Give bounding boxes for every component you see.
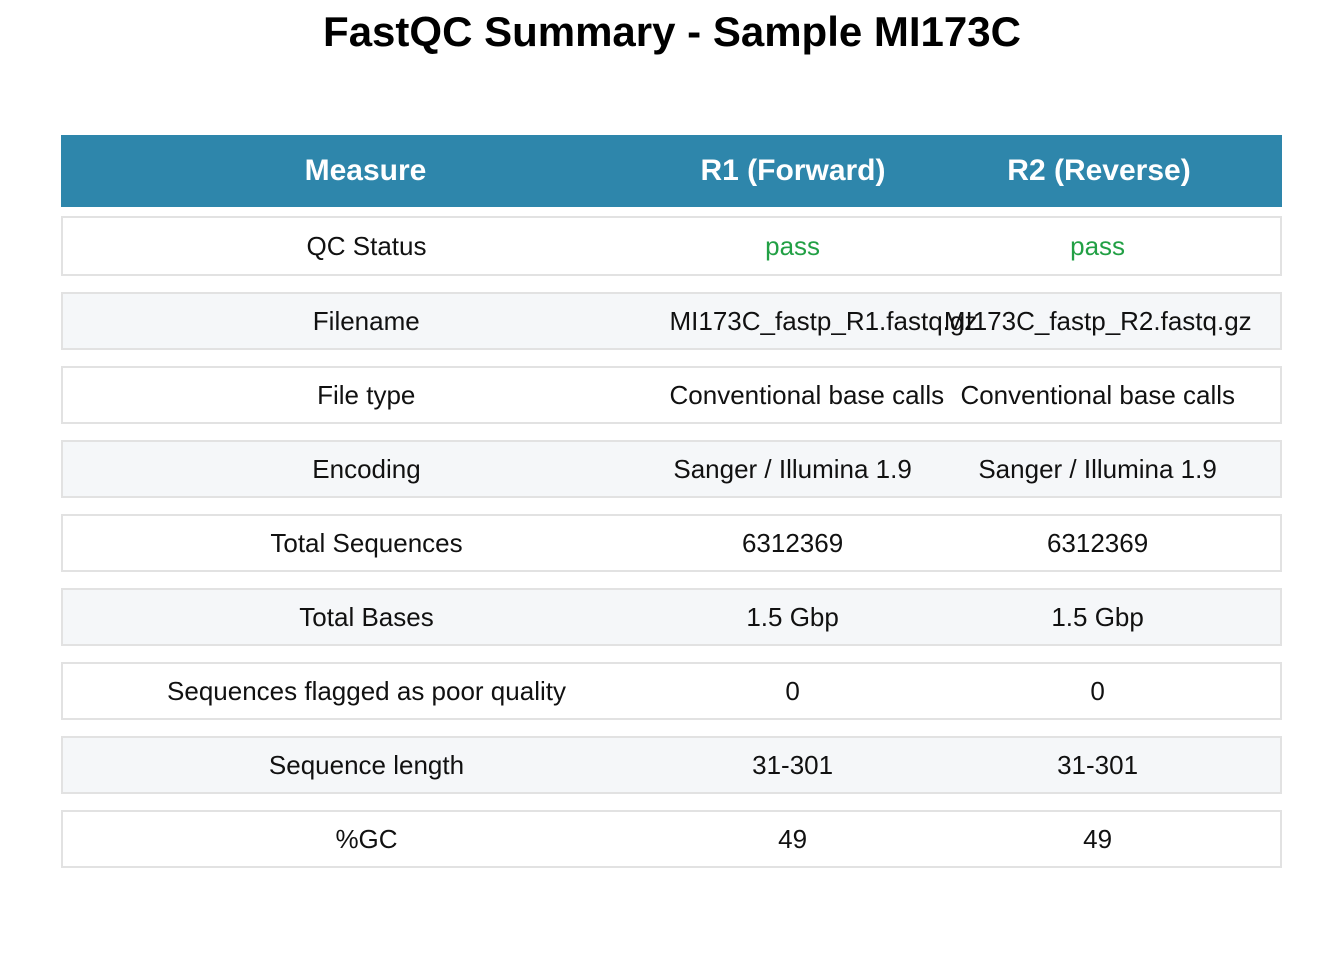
table-row-gc: %GC 49 49 [61, 810, 1282, 868]
column-header-measure: Measure [304, 154, 427, 187]
r2-status-value: pass [1070, 230, 1126, 261]
r2-value: 1.5 Gbp [1051, 601, 1144, 632]
row-measure-label: Sequences flagged as poor quality [167, 675, 566, 706]
table-header: Measure R1 (Forward) R2 (Reverse) [61, 135, 1282, 207]
r2-value: Sanger / Illumina 1.9 [978, 453, 1217, 484]
r2-value: 6312369 [1046, 527, 1149, 558]
r1-value: MI173C_fastp_R1.fastq.gz [669, 305, 978, 336]
column-header-r1: R1 (Forward) [700, 154, 886, 187]
table-row-sequence-length: Sequence length 31-301 31-301 [61, 736, 1282, 794]
summary-table: Measure R1 (Forward) R2 (Reverse) QC Sta… [61, 135, 1282, 868]
table-row-total-sequences: Total Sequences 6312369 6312369 [61, 514, 1282, 572]
page-title: FastQC Summary - Sample MI173C [323, 8, 1021, 55]
table-row-filename: Filename MI173C_fastp_R1.fastq.gz MI173C… [61, 292, 1282, 350]
r1-value: Sanger / Illumina 1.9 [673, 453, 912, 484]
table-row-qc-status: QC Status pass pass [61, 216, 1282, 276]
r1-status-value: pass [765, 230, 821, 261]
r2-value: Conventional base calls [960, 379, 1236, 410]
r1-value: 1.5 Gbp [746, 601, 839, 632]
table-row-file-type: File type Conventional base calls Conven… [61, 366, 1282, 424]
r1-value: 31-301 [752, 749, 834, 780]
r2-value: 49 [1083, 823, 1113, 854]
row-measure-label: Total Sequences [270, 527, 463, 558]
r1-value: 0 [785, 675, 800, 706]
r2-value: 31-301 [1057, 749, 1139, 780]
row-measure-label: Sequence length [268, 749, 465, 780]
r1-value: 49 [778, 823, 808, 854]
row-measure-label: Filename [312, 305, 420, 336]
row-measure-label: Total Bases [299, 601, 434, 632]
column-header-r2: R2 (Reverse) [1007, 154, 1191, 187]
row-measure-label: Encoding [312, 453, 421, 484]
table-row-poor-quality: Sequences flagged as poor quality 0 0 [61, 662, 1282, 720]
row-measure-label: %GC [335, 823, 398, 854]
r1-value: 6312369 [741, 527, 844, 558]
r1-value: Conventional base calls [669, 379, 945, 410]
row-measure-label: QC Status [306, 230, 427, 261]
r2-value: MI173C_fastp_R2.fastq.gz [943, 305, 1252, 336]
row-measure-label: File type [317, 379, 416, 410]
table-row-encoding: Encoding Sanger / Illumina 1.9 Sanger / … [61, 440, 1282, 498]
r2-value: 0 [1090, 675, 1105, 706]
table-row-total-bases: Total Bases 1.5 Gbp 1.5 Gbp [61, 588, 1282, 646]
